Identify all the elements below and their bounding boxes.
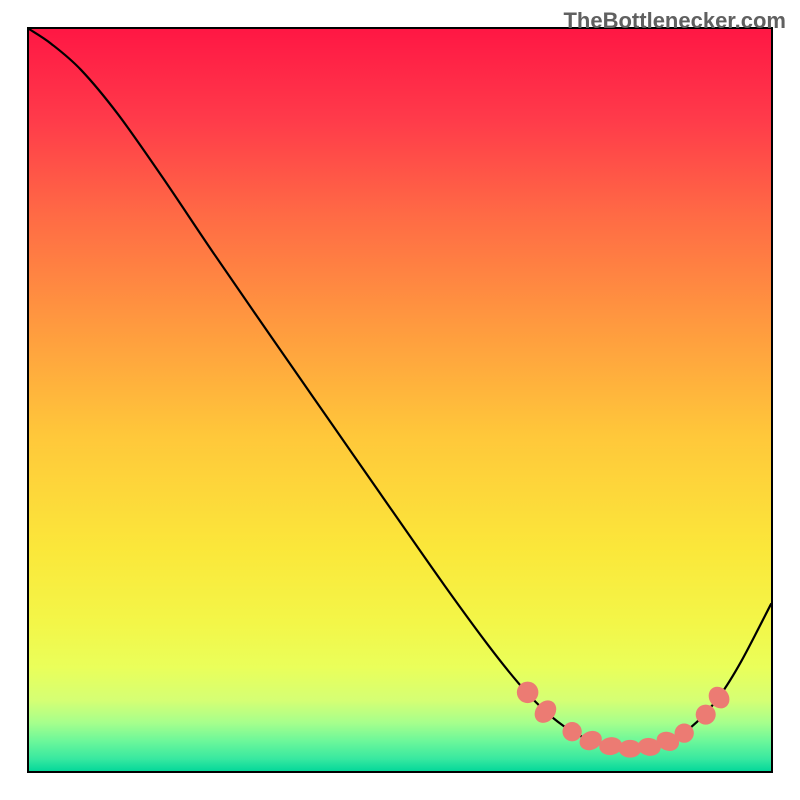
curve-marker (696, 705, 716, 725)
curve-marker (517, 682, 539, 704)
curve-marker (675, 724, 694, 743)
chart-plot-area (27, 27, 773, 773)
watermark-text: TheBottlenecker.com (563, 8, 786, 34)
gradient-background (29, 29, 771, 771)
chart-svg (29, 29, 771, 771)
curve-marker (562, 722, 581, 741)
curve-marker (619, 740, 642, 758)
